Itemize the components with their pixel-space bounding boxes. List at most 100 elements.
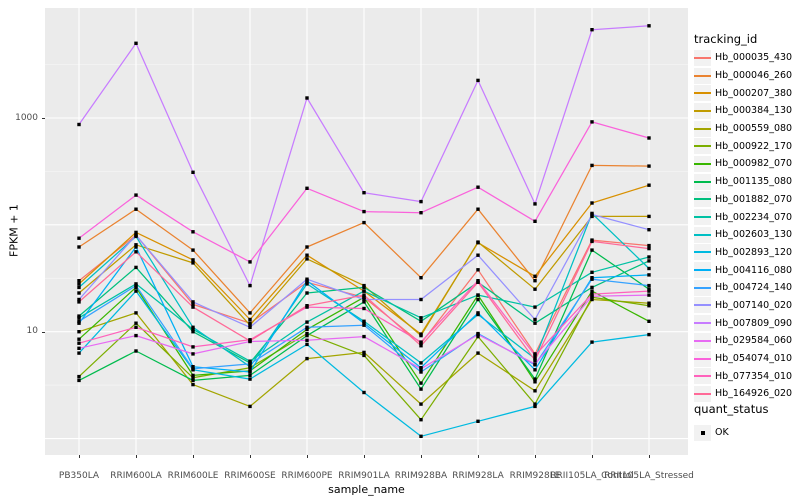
data-point xyxy=(419,361,423,365)
legend-item: Hb_002234_070 xyxy=(694,208,792,226)
data-point xyxy=(248,373,252,378)
legend-item: Hb_007809_090 xyxy=(694,314,792,332)
data-point xyxy=(191,305,195,309)
legend-color-line xyxy=(694,127,711,130)
data-point xyxy=(77,321,81,325)
data-point xyxy=(362,350,366,355)
legend-color-line xyxy=(694,269,711,272)
legend-key-line-icon xyxy=(694,244,711,261)
legend-item-label: Hb_000207_380 xyxy=(715,87,793,99)
legend-item: Hb_004724_140 xyxy=(694,279,792,297)
data-point xyxy=(77,378,81,383)
legend-item-label: Hb_001135_080 xyxy=(715,176,793,188)
legend-item-label: Hb_054074_010 xyxy=(715,353,793,365)
data-point xyxy=(248,362,252,366)
data-point xyxy=(533,317,537,322)
legend-item-list: Hb_000035_430 Hb_000046_260 Hb_000207_380 H… xyxy=(694,49,792,403)
data-point xyxy=(362,353,366,358)
data-point xyxy=(647,136,651,140)
data-point xyxy=(647,273,651,277)
data-point xyxy=(248,325,252,329)
data-point xyxy=(362,289,366,293)
data-point xyxy=(362,285,366,290)
data-point xyxy=(305,257,309,261)
data-point xyxy=(419,387,423,391)
data-point xyxy=(305,333,309,338)
data-point xyxy=(77,282,81,286)
data-point xyxy=(248,283,252,288)
data-point xyxy=(419,418,423,422)
data-point xyxy=(533,356,537,361)
legend-key-line-icon xyxy=(694,315,711,332)
data-point xyxy=(476,78,480,83)
data-point xyxy=(191,330,195,334)
data-point xyxy=(305,331,309,336)
x-tick-mark xyxy=(193,455,194,458)
data-point xyxy=(134,245,138,249)
x-tick-mark xyxy=(421,455,422,458)
quant-status-point-icon xyxy=(694,424,711,441)
data-point xyxy=(248,317,252,322)
legend-item-label: Hb_000046_260 xyxy=(715,70,793,82)
data-point xyxy=(647,183,651,187)
data-point xyxy=(590,248,594,252)
legend-key-line-icon xyxy=(694,297,711,314)
legend-key-line-icon xyxy=(694,120,711,137)
data-point xyxy=(533,402,537,406)
legend-color-line xyxy=(694,357,711,360)
legend-key-line-icon xyxy=(694,350,711,367)
legend-key-line-icon xyxy=(694,368,711,385)
data-point xyxy=(305,304,309,308)
data-point xyxy=(590,120,594,124)
data-point xyxy=(647,246,651,251)
data-point xyxy=(419,402,423,406)
x-tick-label: RRII105LA_Stressed xyxy=(604,471,694,481)
legend-key-line-icon xyxy=(694,102,711,119)
data-point xyxy=(248,404,252,409)
data-point xyxy=(419,333,423,338)
data-point xyxy=(305,325,309,329)
legend-key-line-icon xyxy=(694,155,711,172)
legend-item-label: Hb_002893_120 xyxy=(715,246,793,258)
legend-key-line-icon xyxy=(694,332,711,349)
data-point xyxy=(305,96,309,100)
data-point xyxy=(590,28,594,32)
data-point xyxy=(191,367,195,371)
legend-color-line xyxy=(694,233,711,236)
legend-item-label: Hb_077354_010 xyxy=(715,370,793,382)
quant-status-label: OK xyxy=(715,427,729,439)
x-tick-mark xyxy=(535,455,536,458)
data-point xyxy=(476,240,480,244)
data-point xyxy=(419,199,423,204)
data-point xyxy=(533,358,537,362)
x-tick-mark xyxy=(307,455,308,458)
legend-item-label: Hb_164926_020 xyxy=(715,388,793,400)
data-point xyxy=(191,230,195,234)
data-point xyxy=(419,211,423,215)
data-point xyxy=(647,255,651,259)
data-point xyxy=(476,280,480,284)
data-point xyxy=(305,253,309,257)
legend-color-line xyxy=(694,375,711,378)
data-point xyxy=(647,293,651,297)
x-tick-label: PB350LA xyxy=(58,471,100,481)
data-point xyxy=(419,276,423,280)
data-point xyxy=(248,339,252,343)
data-point xyxy=(134,283,138,288)
y-axis-title: FPKM + 1 xyxy=(7,204,21,257)
data-point xyxy=(533,305,537,309)
data-point xyxy=(77,236,81,240)
legend-item-label: Hb_002603_130 xyxy=(715,229,793,241)
data-point xyxy=(533,368,537,372)
legend-item: Hb_004116_080 xyxy=(694,261,792,279)
data-point xyxy=(191,170,195,174)
y-tick-mark xyxy=(42,118,45,119)
data-point xyxy=(362,283,366,288)
data-point xyxy=(419,344,423,348)
data-point xyxy=(248,323,252,327)
legend-color-line xyxy=(694,392,711,395)
data-point xyxy=(590,289,594,293)
data-point xyxy=(191,302,195,307)
legend-color-line xyxy=(694,339,711,342)
